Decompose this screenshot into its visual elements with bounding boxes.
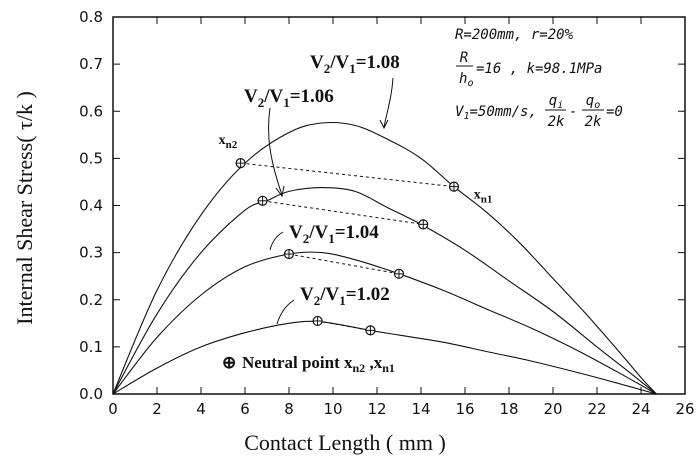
- neutral-point-labels: xn2 xn1: [219, 133, 493, 205]
- leader-1-08: [383, 77, 394, 128]
- y-tick-label: 0.1: [79, 338, 103, 356]
- series-line-2: [112, 187, 657, 395]
- series-label-1-04: V2/V1=1.04: [289, 222, 379, 246]
- y-axis-title: Internal Shear Stress( τ/k ): [12, 91, 37, 325]
- series-line-3: [112, 251, 657, 395]
- x-tick-label: 6: [240, 400, 250, 418]
- axis-ticks: [112, 16, 686, 395]
- param-qo-num: qo: [586, 93, 600, 111]
- param-line-1: R=200mm, r=20%: [455, 27, 574, 43]
- neutral-connector: [240, 162, 455, 188]
- neutral-points: [235, 157, 460, 336]
- series-line-4: [112, 320, 657, 395]
- legend-text: Neutral point xn2 ,xn1: [242, 353, 395, 375]
- leader-1-06: [268, 107, 283, 196]
- x-tick-label: 4: [196, 400, 206, 418]
- neutral-point-marker: [235, 157, 246, 169]
- neutral-point-marker: [283, 248, 295, 260]
- leader-arrow-1-08: [379, 119, 389, 130]
- neutral-point-marker: [393, 268, 405, 279]
- param-line-2: =16 , k=98.1MPa: [476, 61, 602, 77]
- y-tick-label: 0.6: [79, 102, 103, 120]
- series-label-1-06: V2/V1=1.06: [244, 86, 334, 110]
- y-tick-label: 0.4: [79, 197, 103, 215]
- param-qo-den: 2k: [585, 114, 602, 130]
- param-qi-num: qi: [549, 93, 563, 111]
- neutral-point-marker: [257, 195, 268, 206]
- legend-symbol: ⊕: [222, 353, 236, 372]
- series-line-1: [112, 121, 657, 395]
- neutral-point-marker: [418, 219, 429, 230]
- x-tick-label: 0: [108, 400, 118, 418]
- x-tick-label: 22: [587, 400, 606, 418]
- x-tick-label: 12: [367, 400, 386, 418]
- series-label-1-08: V2/V1=1.08: [310, 52, 400, 76]
- leader-arrow-1-06: [275, 185, 285, 198]
- x-tick-label: 10: [323, 400, 342, 418]
- neutral-point-label: xn2: [219, 133, 238, 151]
- param-equals-zero: =0: [606, 104, 623, 120]
- param-r-over-h-den: ho: [459, 71, 473, 89]
- series-curves: [112, 121, 657, 395]
- leader-1-02: [276, 299, 295, 325]
- y-tick-labels: 0.0 0.1 0.2 0.3 0.4 0.5 0.6 0.7 0.8: [79, 8, 103, 403]
- x-tick-label: 26: [675, 400, 694, 418]
- y-tick-label: 0.7: [79, 55, 103, 73]
- y-tick-label: 0.2: [79, 291, 103, 309]
- y-tick-label: 0.5: [79, 149, 103, 167]
- series-labels: V2/V1=1.08 V2/V1=1.06 V2/V1=1.04 V2/V1=1…: [244, 52, 400, 325]
- legend: ⊕ Neutral point xn2 ,xn1: [222, 353, 395, 375]
- x-tick-label: 24: [631, 400, 650, 418]
- neutral-connector: [262, 200, 424, 225]
- neutral-point-label: xn1: [474, 187, 493, 205]
- y-tick-label: 0.3: [79, 244, 103, 262]
- neutral-point-marker: [365, 325, 376, 336]
- x-tick-label: 2: [152, 400, 162, 418]
- x-tick-label: 8: [284, 400, 294, 418]
- param-line-3-v1: V1=50mm/s,: [455, 104, 537, 122]
- neutral-point-marker: [448, 181, 460, 192]
- neutral-connector: [288, 253, 400, 275]
- y-tick-label: 0.8: [79, 8, 103, 26]
- x-tick-label: 20: [543, 400, 562, 418]
- neutral-point-marker: [312, 315, 323, 327]
- x-tick-labels: 0 2 4 6 8 10 12 14 16 18 20 22 24 26: [108, 400, 694, 418]
- param-qi-den: 2k: [548, 114, 565, 130]
- x-tick-label: 16: [455, 400, 474, 418]
- x-tick-label: 14: [411, 400, 430, 418]
- param-minus: -: [569, 104, 577, 120]
- process-parameters: R=200mm, r=20% R ho =16 , k=98.1MPa V1=5…: [455, 27, 623, 130]
- series-label-1-02: V2/V1=1.02: [300, 284, 390, 308]
- neutral-connector: [317, 320, 371, 331]
- y-tick-label: 0.0: [79, 385, 103, 403]
- param-r-over-h-num: R: [460, 50, 468, 66]
- leader-1-04: [269, 231, 284, 251]
- x-tick-label: 18: [499, 400, 518, 418]
- x-axis-title: Contact Length ( mm ): [244, 430, 446, 455]
